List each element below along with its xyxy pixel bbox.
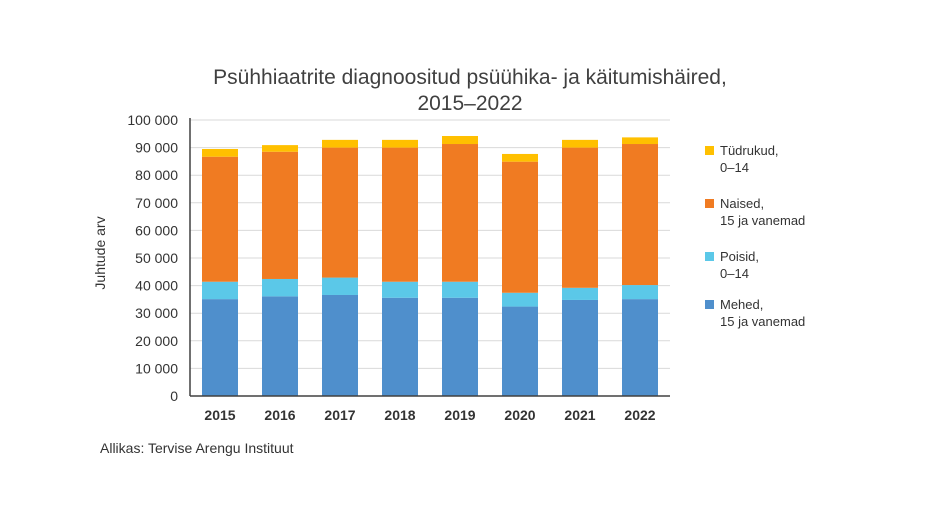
bar-segment xyxy=(442,297,478,396)
y-tick-label: 60 000 xyxy=(135,222,178,238)
chart-title-line-2: 2015–2022 xyxy=(417,92,523,115)
legend-item: Mehed, 15 ja vanemad xyxy=(705,296,805,330)
y-tick-label: 70 000 xyxy=(135,195,178,211)
bar-segment xyxy=(322,294,358,396)
legend-label: Tüdrukud, 0–14 xyxy=(720,143,779,175)
bar-segment xyxy=(262,296,298,396)
bar-segment xyxy=(202,148,238,157)
x-tick-label: 2022 xyxy=(624,407,655,423)
bar-segment xyxy=(202,299,238,396)
legend-label: Mehed, 15 ja vanemad xyxy=(720,297,806,329)
chart-title-line-1: Psühhiaatrite diagnoositud psüühika- ja … xyxy=(213,66,727,89)
x-tick-label: 2017 xyxy=(324,407,355,423)
legend-item: Tüdrukud, 0–14 xyxy=(705,142,779,176)
bar-segment xyxy=(442,281,478,298)
bar-segment xyxy=(622,137,658,145)
bar-segment xyxy=(622,285,658,300)
x-tick-label: 2019 xyxy=(444,407,475,423)
bar-segment xyxy=(562,287,598,300)
y-tick-label: 90 000 xyxy=(135,140,178,156)
bar-segment xyxy=(382,297,418,396)
legend-item: Poisid, 0–14 xyxy=(705,248,759,282)
legend-swatch xyxy=(705,252,714,261)
y-tick-label: 10 000 xyxy=(135,360,178,376)
source-note: Allikas: Tervise Arengu Instituut xyxy=(100,440,294,456)
x-tick-label: 2018 xyxy=(384,407,415,423)
bar-segment xyxy=(622,144,658,286)
bar-segment xyxy=(322,147,358,278)
bar-segment xyxy=(442,144,478,282)
legend-swatch xyxy=(705,300,714,309)
bar-segment xyxy=(502,153,538,162)
bar-segment xyxy=(322,139,358,148)
bar-segment xyxy=(382,139,418,148)
bar-segment xyxy=(262,145,298,152)
y-tick-label: 20 000 xyxy=(135,333,178,349)
y-tick-label: 80 000 xyxy=(135,167,178,183)
bar-segment xyxy=(382,147,418,282)
bar-segment xyxy=(502,292,538,307)
y-tick-label: 40 000 xyxy=(135,278,178,294)
y-tick-label: 0 xyxy=(170,388,178,404)
bar-segment xyxy=(262,151,298,279)
y-tick-label: 30 000 xyxy=(135,305,178,321)
legend-swatch xyxy=(705,146,714,155)
y-tick-label: 50 000 xyxy=(135,250,178,266)
bar-segment xyxy=(322,277,358,295)
y-tick-label: 100 000 xyxy=(127,112,178,128)
legend-item: Naised, 15 ja vanemad xyxy=(705,195,805,229)
legend-swatch xyxy=(705,199,714,208)
bar-segment xyxy=(202,156,238,282)
x-tick-label: 2015 xyxy=(204,407,235,423)
bar-segment xyxy=(502,161,538,293)
bar-segment xyxy=(382,281,418,298)
legend-label: Poisid, 0–14 xyxy=(720,249,760,281)
x-tick-label: 2020 xyxy=(504,407,535,423)
bar-segment xyxy=(622,299,658,396)
bar-segment xyxy=(562,299,598,396)
x-tick-label: 2016 xyxy=(264,407,295,423)
bar-segment xyxy=(502,306,538,396)
bar-segment xyxy=(262,278,298,297)
bar-segment xyxy=(562,139,598,148)
x-tick-label: 2021 xyxy=(564,407,595,423)
bar-segment xyxy=(442,136,478,145)
bar-segment xyxy=(202,281,238,300)
bar-segment xyxy=(562,147,598,288)
legend-label: Naised, 15 ja vanemad xyxy=(720,196,806,228)
